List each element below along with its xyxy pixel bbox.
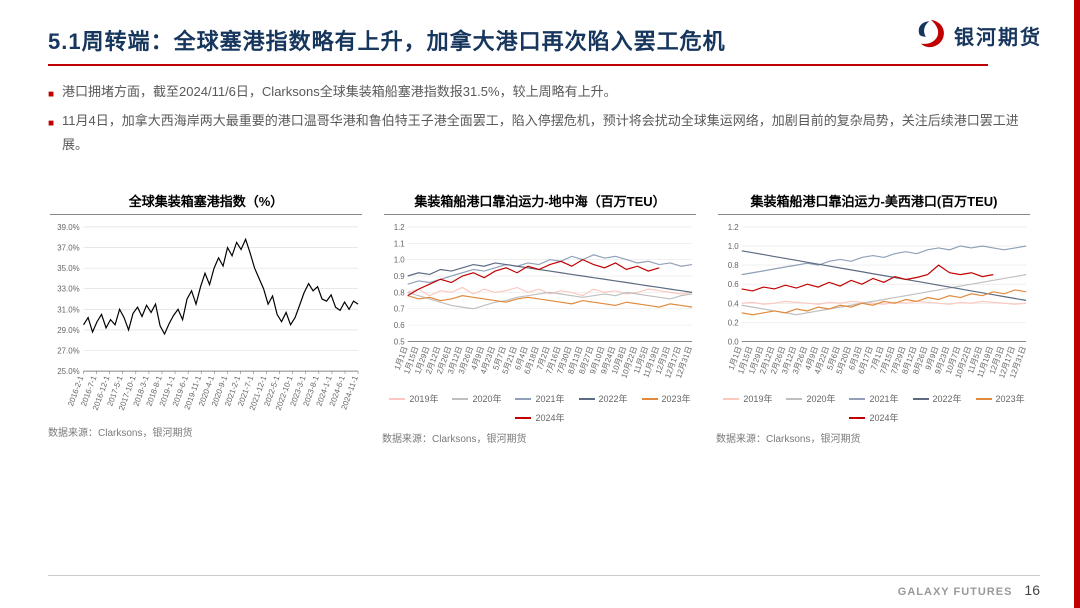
congestion-chart-svg: 25.0%27.0%29.0%31.0%33.0%35.0%37.0%39.0%… (48, 221, 364, 419)
svg-text:0.7: 0.7 (394, 304, 405, 313)
svg-text:0.5: 0.5 (394, 337, 406, 346)
bullet-marker-icon: ■ (48, 86, 54, 105)
title-underline (48, 64, 988, 66)
svg-text:0.6: 0.6 (728, 280, 740, 289)
bullet-marker-icon: ■ (48, 115, 54, 157)
legend-item: 2024年 (849, 411, 898, 424)
legend-item: 2024年 (515, 411, 564, 424)
chart-congestion: 全球集装箱塞港指数（%） 25.0%27.0%29.0%31.0%33.0%35… (48, 191, 364, 446)
legend-item: 2022年 (579, 392, 628, 405)
bullet-item: ■ 11月4日，加拿大西海岸两大最重要的港口温哥华港和鲁伯特王子港全面罢工，陷入… (48, 109, 1032, 157)
footer-rule (48, 575, 1040, 576)
legend-item: 2021年 (849, 392, 898, 405)
chart-legend: 2019年 2020年 2021年 2022年 2023年 2024年 (716, 392, 1032, 424)
mediterranean-chart-svg: 0.50.60.70.80.91.01.11.21月1日1月15日1月29日2月… (382, 221, 698, 389)
header: 5.1周转端：全球塞港指数略有上升，加拿大港口再次陷入罢工危机 银河期货 (48, 24, 1032, 66)
chart-title: 集装箱船港口靠泊运力-美西港口(百万TEU) (718, 191, 1030, 215)
legend-item: 2021年 (515, 392, 564, 405)
footer-page: 16 (1024, 582, 1040, 598)
svg-text:0.8: 0.8 (394, 288, 406, 297)
legend-item: 2019年 (389, 392, 438, 405)
svg-text:37.0%: 37.0% (57, 243, 79, 252)
legend-item: 2019年 (723, 392, 772, 405)
footer: GALAXY FUTURES 16 (898, 582, 1040, 598)
svg-text:1.1: 1.1 (394, 239, 405, 248)
legend-item: 2020年 (786, 392, 835, 405)
svg-text:0.9: 0.9 (394, 272, 406, 281)
accent-right-bar (1074, 0, 1080, 608)
svg-text:0.2: 0.2 (728, 318, 739, 327)
bullet-list: ■ 港口拥堵方面，截至2024/11/6日，Clarksons全球集装箱船塞港指… (48, 80, 1032, 157)
svg-text:1.0: 1.0 (728, 242, 740, 251)
svg-text:39.0%: 39.0% (57, 222, 79, 231)
svg-text:35.0%: 35.0% (57, 264, 79, 273)
chart-legend: 2019年 2020年 2021年 2022年 2023年 2024年 (382, 392, 698, 424)
chart-source: 数据来源：Clarksons，银河期货 (716, 430, 1032, 445)
svg-text:0.0: 0.0 (728, 337, 740, 346)
svg-text:1.0: 1.0 (394, 255, 406, 264)
svg-text:1.2: 1.2 (394, 222, 405, 231)
svg-text:0.4: 0.4 (728, 299, 740, 308)
brand-logo: 银河期货 (914, 18, 1042, 52)
svg-text:0.6: 0.6 (394, 321, 406, 330)
chart-source: 数据来源：Clarksons，银河期货 (48, 424, 364, 439)
legend-item: 2023年 (976, 392, 1025, 405)
bullet-text: 11月4日，加拿大西海岸两大最重要的港口温哥华港和鲁伯特王子港全面罢工，陷入停摆… (62, 109, 1032, 157)
legend-item: 2020年 (452, 392, 501, 405)
brand-logo-text: 银河期货 (954, 21, 1042, 50)
page-title: 5.1周转端：全球塞港指数略有上升，加拿大港口再次陷入罢工危机 (48, 24, 1032, 56)
svg-text:29.0%: 29.0% (57, 325, 79, 334)
slide: 5.1周转端：全球塞港指数略有上升，加拿大港口再次陷入罢工危机 银河期货 ■ 港… (0, 0, 1080, 445)
footer-company: GALAXY FUTURES (898, 586, 1013, 598)
galaxy-swirl-icon (914, 18, 948, 52)
svg-text:0.8: 0.8 (728, 261, 740, 270)
chart-uswc: 集装箱船港口靠泊运力-美西港口(百万TEU) 0.0 0.2 0.4 0.6 0.8 1.… (716, 191, 1032, 446)
chart-mediterranean: 集装箱船港口靠泊运力-地中海（百万TEU） 0.5 0.6 0.7 0.8 0.9 1.0… (382, 191, 698, 446)
svg-text:31.0%: 31.0% (57, 305, 79, 314)
chart-title: 全球集装箱塞港指数（%） (50, 191, 362, 215)
legend-item: 2023年 (642, 392, 691, 405)
chart-source: 数据来源：Clarksons，银河期货 (382, 430, 698, 445)
bullet-text: 港口拥堵方面，截至2024/11/6日，Clarksons全球集装箱船塞港指数报… (62, 80, 617, 105)
bullet-item: ■ 港口拥堵方面，截至2024/11/6日，Clarksons全球集装箱船塞港指… (48, 80, 1032, 105)
svg-text:33.0%: 33.0% (57, 284, 79, 293)
uswc-chart-svg: 0.00.20.40.60.81.01.21月1日1月15日1月29日2月12日… (716, 221, 1032, 389)
svg-text:1.2: 1.2 (728, 222, 739, 231)
chart-title: 集装箱船港口靠泊运力-地中海（百万TEU） (384, 191, 696, 215)
charts-row: 全球集装箱塞港指数（%） 25.0%27.0%29.0%31.0%33.0%35… (48, 191, 1032, 446)
legend-item: 2022年 (913, 392, 962, 405)
svg-text:27.0%: 27.0% (57, 346, 79, 355)
